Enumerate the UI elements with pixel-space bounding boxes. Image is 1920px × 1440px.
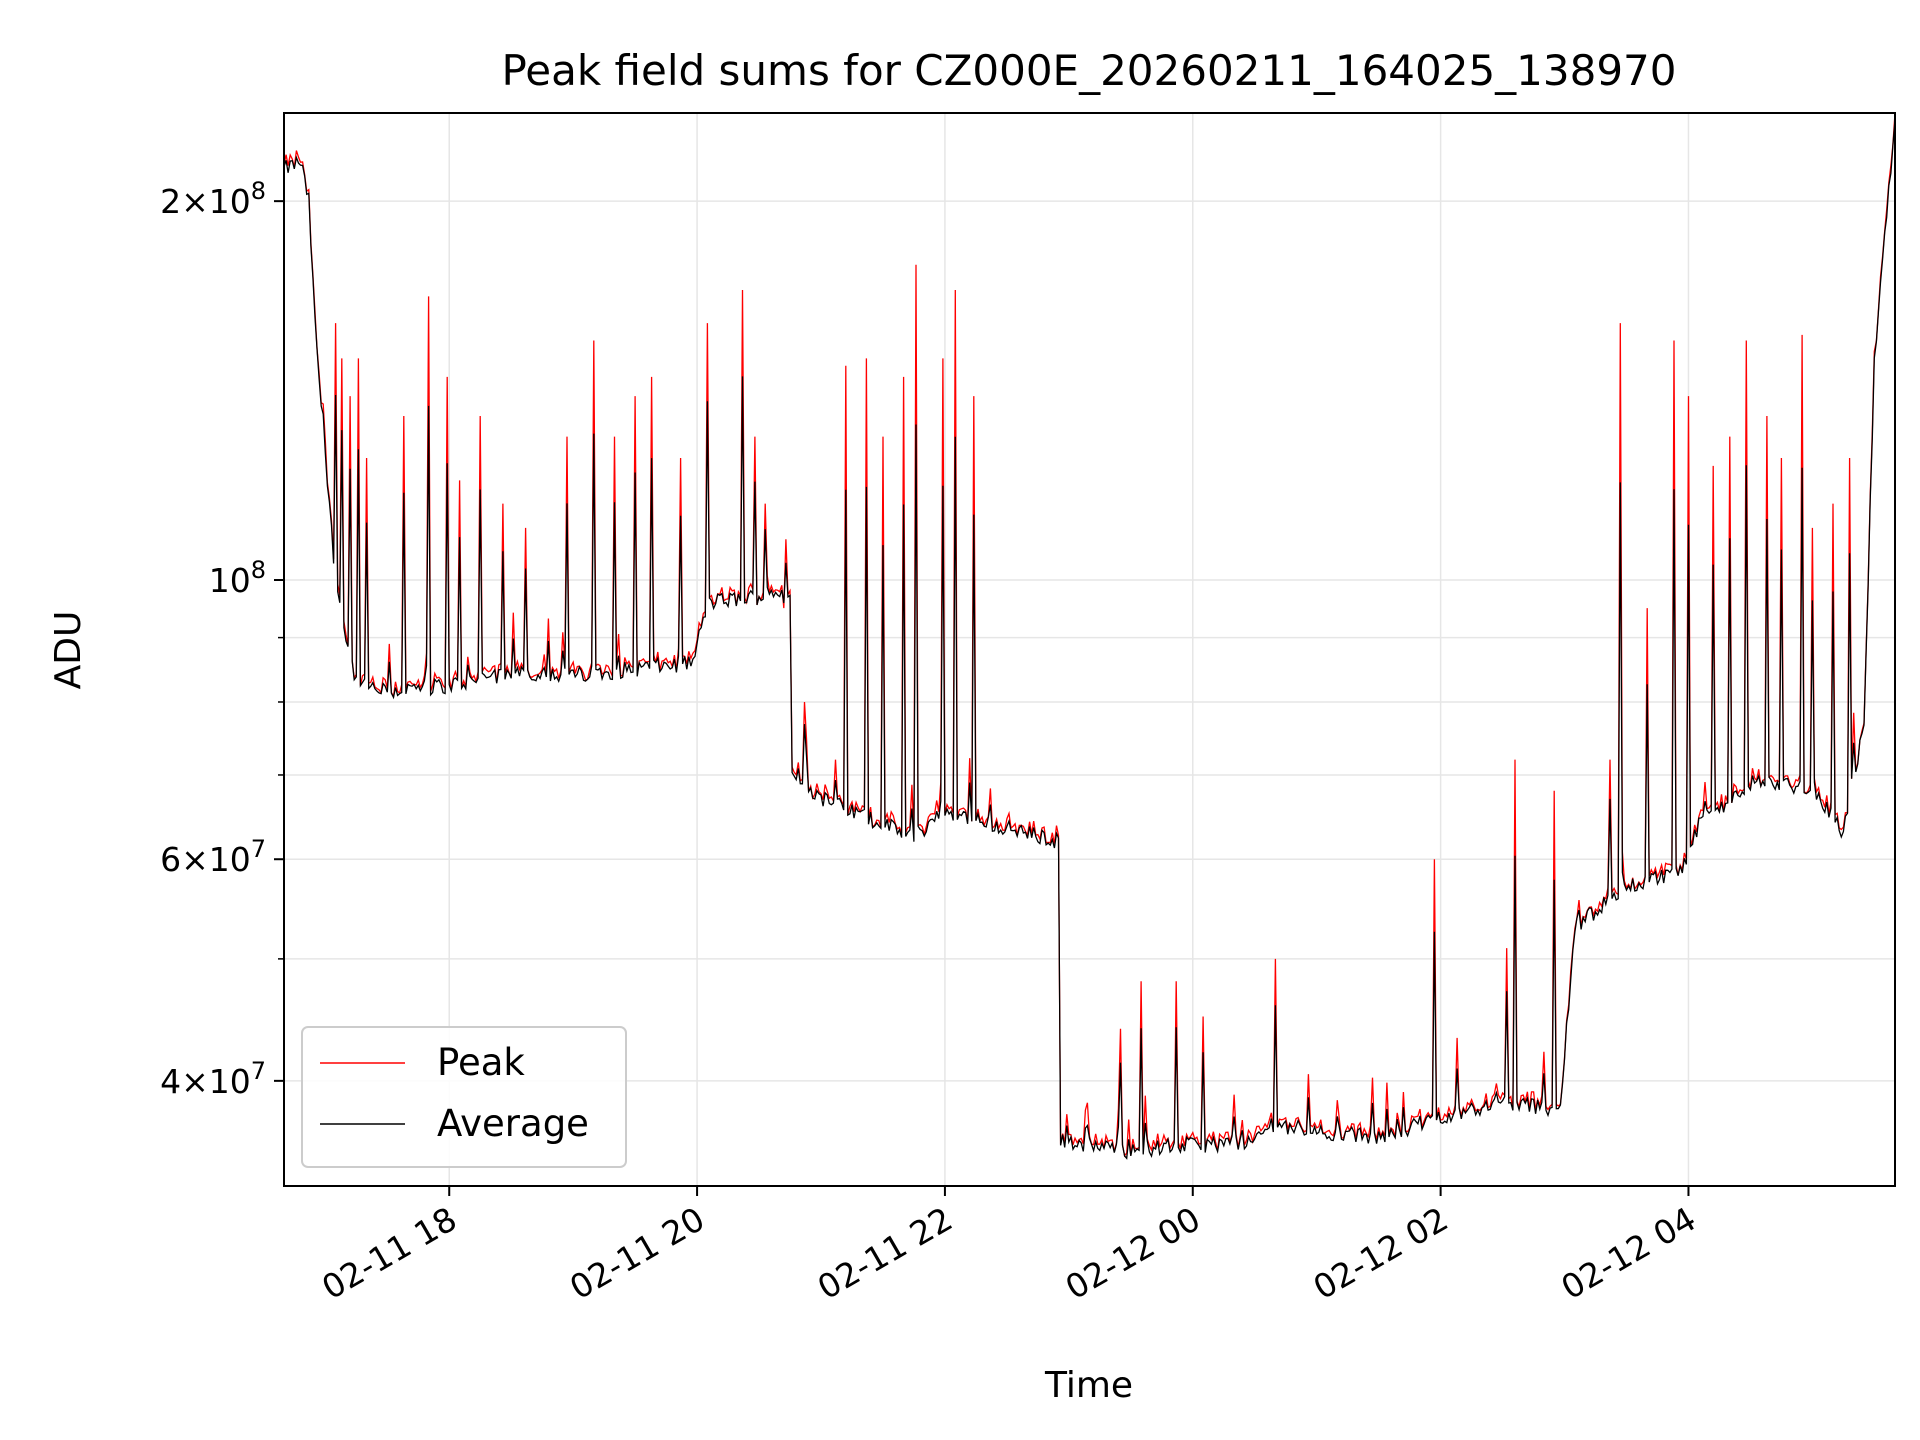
legend-box bbox=[301, 1026, 627, 1168]
legend-label-average: Average bbox=[437, 1102, 589, 1145]
legend: Peak Average bbox=[301, 1026, 627, 1168]
series-line-average bbox=[283, 119, 1896, 1160]
series-lines bbox=[283, 112, 1896, 1160]
y-tick-label: 108 bbox=[209, 556, 266, 600]
y-tick-label: 2×108 bbox=[160, 177, 266, 221]
grid-lines bbox=[284, 113, 1895, 1186]
y-axis-label: ADU bbox=[48, 611, 89, 690]
plot-area-frame bbox=[283, 112, 1896, 1187]
x-axis-label: Time bbox=[1044, 1365, 1133, 1406]
chart-title: Peak field sums for CZ000E_20260211_1640… bbox=[501, 46, 1676, 95]
y-tick-label: 4×107 bbox=[160, 1057, 266, 1101]
y-tick-label: 6×107 bbox=[160, 835, 266, 879]
legend-label-peak: Peak bbox=[437, 1041, 525, 1084]
